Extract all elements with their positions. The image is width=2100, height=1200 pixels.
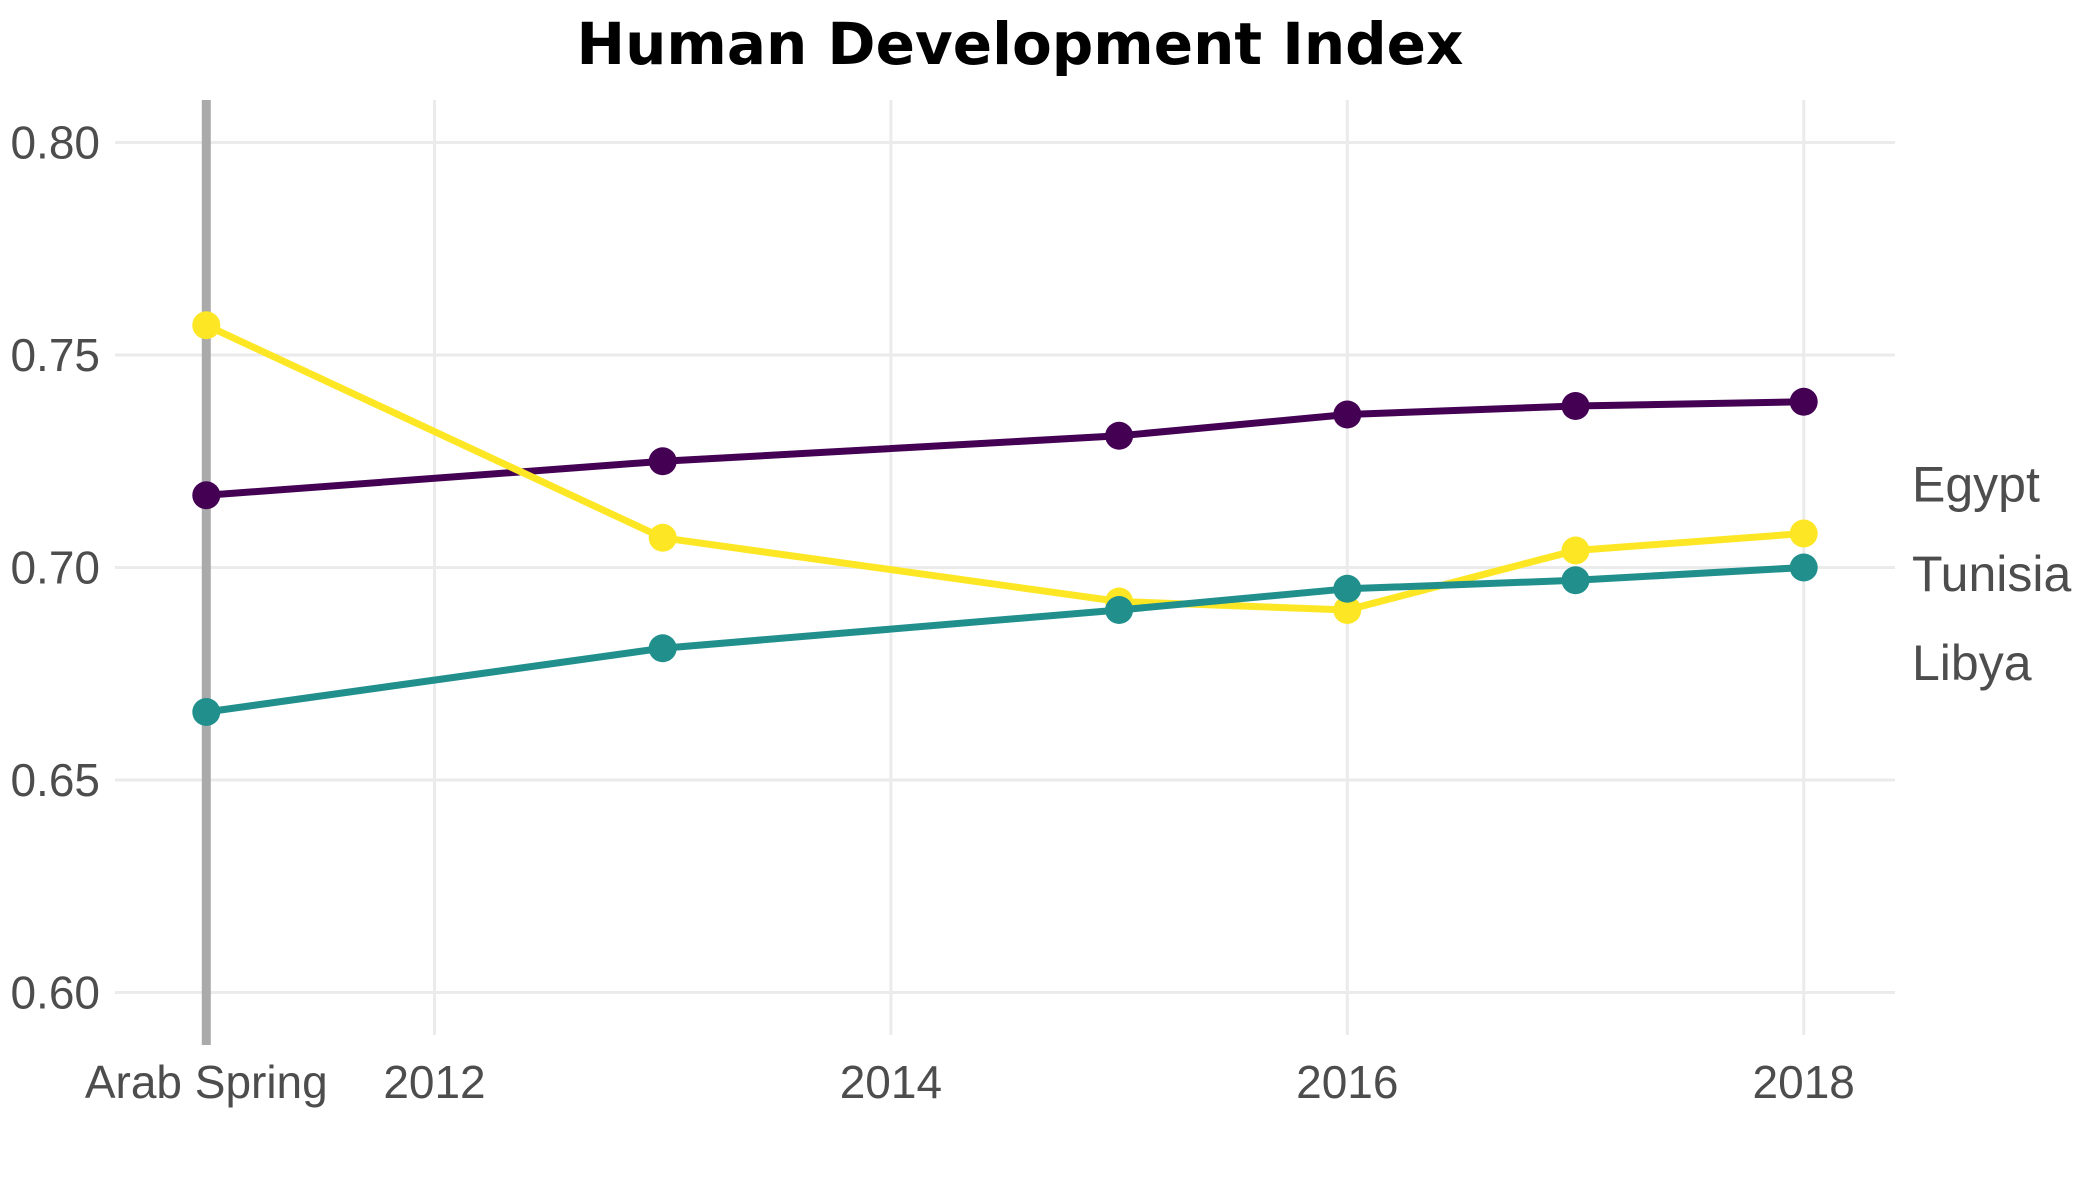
data-point xyxy=(1105,421,1134,450)
x-tick-label: 2016 xyxy=(1296,1056,1398,1108)
data-point xyxy=(192,311,221,340)
series-layer xyxy=(192,311,1818,726)
data-point xyxy=(1789,519,1818,548)
x-tick-label: 2012 xyxy=(383,1056,485,1108)
x-tick-label: 2018 xyxy=(1753,1056,1855,1108)
data-point xyxy=(1333,574,1362,603)
y-tick-label: 0.80 xyxy=(10,117,100,169)
axis-labels: 0.60 0.65 0.70 0.75 0.80 Arab Spring 2012 2014 2… xyxy=(10,117,1854,1109)
series-label-libya: Libya xyxy=(1912,635,2032,691)
data-point xyxy=(648,523,677,552)
y-tick-label: 0.65 xyxy=(10,754,100,806)
data-point xyxy=(1789,553,1818,582)
series-line xyxy=(202,398,1808,499)
data-point xyxy=(1333,596,1362,624)
data-point xyxy=(1333,400,1362,429)
data-point xyxy=(1561,536,1590,565)
y-tick-label: 0.60 xyxy=(10,967,100,1019)
x-tick-label: Arab Spring xyxy=(85,1056,328,1108)
data-point xyxy=(1561,566,1590,595)
series-tunisia xyxy=(192,311,1818,624)
series-label-egypt: Egypt xyxy=(1912,457,2040,513)
series-line xyxy=(202,564,1808,716)
data-point xyxy=(1561,392,1590,420)
y-tick-label: 0.70 xyxy=(10,542,100,594)
data-point xyxy=(648,447,677,476)
data-point xyxy=(192,481,221,510)
y-tick-label: 0.75 xyxy=(10,329,100,381)
data-point xyxy=(1105,596,1134,624)
series-line xyxy=(202,321,1808,614)
data-point xyxy=(192,698,221,726)
chart-title: Human Development Index xyxy=(577,10,1464,78)
series-libya xyxy=(192,553,1818,726)
series-egypt xyxy=(192,387,1818,510)
x-tick-label: 2014 xyxy=(840,1056,942,1108)
series-labels: Egypt Tunisia Libya xyxy=(1912,457,2072,692)
grid-layer xyxy=(115,100,1895,1035)
data-point xyxy=(648,634,677,663)
series-label-tunisia: Tunisia xyxy=(1912,546,2072,602)
data-point xyxy=(1789,387,1818,416)
